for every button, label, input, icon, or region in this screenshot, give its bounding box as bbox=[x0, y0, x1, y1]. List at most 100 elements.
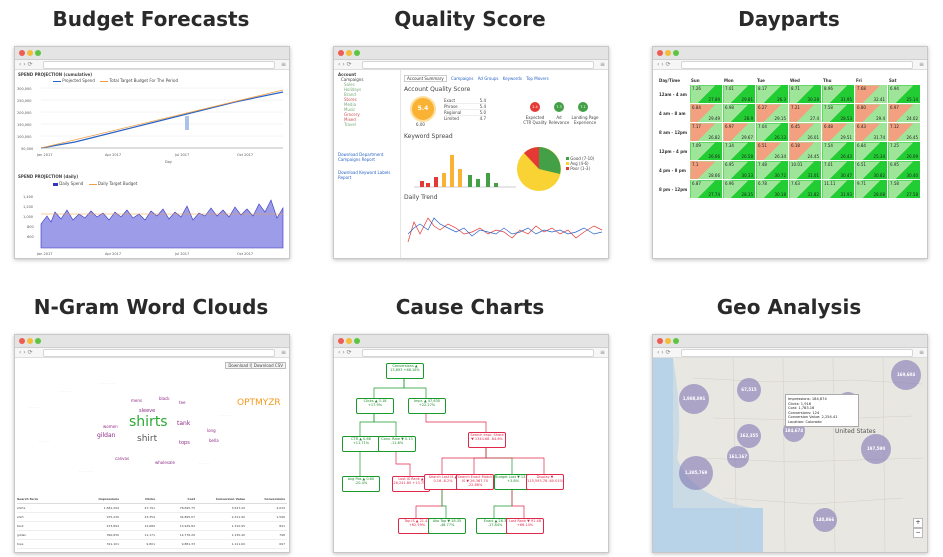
sidebar-item[interactable]: Campaigns bbox=[341, 77, 364, 82]
screenshot-cause[interactable]: ‹ › ⟳ ≡ bbox=[333, 334, 609, 553]
sidebar-item[interactable]: Grocery bbox=[344, 112, 360, 117]
daypart-cell[interactable]: 6.96 28.35 bbox=[722, 179, 756, 199]
zoom-out-button[interactable]: − bbox=[913, 528, 923, 538]
daypart-cell[interactable]: 7.01 30.47 bbox=[821, 160, 855, 180]
screenshot-quality[interactable]: ‹ › ⟳ ≡ Account Campaigns Sales Holidays … bbox=[333, 46, 609, 259]
daypart-cell[interactable]: 6.18 24.45 bbox=[788, 141, 822, 161]
daypart-cell[interactable]: 6.84 25.34 bbox=[854, 141, 888, 161]
daypart-cell[interactable]: 6.95 30.33 bbox=[722, 160, 756, 180]
cause-node[interactable]: Budget Lost ▼ 13.96 +3.8% bbox=[494, 474, 532, 490]
download-link[interactable]: Download Department Campaigns Report bbox=[338, 152, 384, 162]
sidebar-item[interactable]: Sales bbox=[344, 82, 355, 87]
cause-node[interactable]: Search Exact Match IS ▼ 26,367.70 -22.86… bbox=[456, 474, 494, 490]
daypart-cell[interactable]: 6.45 26.01 bbox=[788, 122, 822, 142]
table-row[interactable]: tops 321,101 9,801 9,881.33 1,111.60 697 bbox=[17, 540, 287, 549]
sidebar-item[interactable]: Holidays bbox=[344, 87, 362, 92]
table-row[interactable]: shirts 1,581,294 47,791 78,695.75 3,547.20 4,… bbox=[17, 504, 287, 513]
daypart-cell[interactable]: 6.94 25.14 bbox=[887, 84, 921, 104]
daypart-cell[interactable]: 10.01 31.01 bbox=[788, 160, 822, 180]
tab[interactable]: Ad Groups bbox=[477, 76, 499, 81]
table-header[interactable]: Cost bbox=[187, 497, 195, 501]
daypart-cell[interactable]: 6.84 29.49 bbox=[689, 103, 723, 123]
cause-node[interactable]: Search Impr. Share ▼ 1344.68 -64.6% bbox=[468, 432, 506, 448]
cause-node[interactable]: Abs Top ▼ 18.35 -48.77% bbox=[428, 518, 466, 534]
daypart-cell[interactable]: 6.95 30.40 bbox=[887, 160, 921, 180]
cause-node[interactable]: Avg Pos ▲ 0.60 -20.4% bbox=[342, 476, 380, 492]
cause-node[interactable]: Impr. ▲ 47,630 +22.27% bbox=[408, 398, 446, 414]
daypart-cell[interactable]: 7.26 27.89 bbox=[689, 84, 723, 104]
map-bubble[interactable]: 162,355 bbox=[737, 424, 761, 448]
daypart-cell[interactable]: 7.58 27.58 bbox=[887, 179, 921, 199]
geo-map[interactable]: 67,515 184,674 162,355 197,590 1,988,891… bbox=[653, 358, 927, 552]
screenshot-ngram[interactable]: ‹ › ⟳ ≡ Download Image Download CSV shirt… bbox=[14, 334, 290, 553]
daypart-cell[interactable]: 6.27 29.15 bbox=[755, 103, 789, 123]
daypart-cell[interactable]: 6.78 30.18 bbox=[755, 179, 789, 199]
cause-node[interactable]: Search Lost IS ▲ 0.16 -8.2% bbox=[424, 474, 462, 490]
table-header[interactable]: Clicks bbox=[145, 497, 155, 501]
tab[interactable]: Top Movers bbox=[526, 76, 549, 81]
cause-node[interactable]: Conv. Rate ▼ 0.13 -11.6% bbox=[378, 436, 416, 452]
daypart-cell[interactable]: 8.71 30.28 bbox=[788, 84, 822, 104]
daypart-cell[interactable]: 7.34 26.58 bbox=[722, 141, 756, 161]
cause-node[interactable]: Clicks ▲ 3.18 +17.9% bbox=[356, 398, 394, 414]
daypart-cell[interactable]: 7.58 28.53 bbox=[821, 103, 855, 123]
sidebar-item[interactable]: Travel bbox=[344, 122, 356, 127]
map-bubble[interactable]: 197,590 bbox=[861, 434, 891, 464]
sidebar-item[interactable]: Stores bbox=[344, 97, 357, 102]
tab[interactable]: Campaigns bbox=[451, 76, 474, 81]
daypart-cell[interactable]: 6.98 28.9 bbox=[722, 103, 756, 123]
screenshot-geo[interactable]: ‹ › ⟳ ≡ 67,515 184,674 162,355 197,590 1,… bbox=[652, 334, 928, 553]
map-bubble[interactable]: 161,167 bbox=[727, 446, 749, 468]
sidebar-item[interactable]: Brand bbox=[344, 92, 356, 97]
tab[interactable]: Keywords bbox=[502, 76, 522, 81]
table-header[interactable]: Conversion Value bbox=[215, 497, 245, 501]
daypart-cell[interactable]: 6.48 29.51 bbox=[821, 122, 855, 142]
tab[interactable]: Account Summary bbox=[404, 75, 447, 82]
cause-node[interactable]: Display ▼ 115,593.78 -60.01% bbox=[526, 474, 564, 490]
daypart-cell[interactable]: 11.11 31.93 bbox=[821, 179, 855, 199]
cause-node[interactable]: CTR ▲ 0.66 +11.71% bbox=[342, 436, 380, 452]
daypart-cell[interactable]: 7.68 32.41 bbox=[854, 84, 888, 104]
map-bubble[interactable]: 1,385,769 bbox=[679, 456, 713, 490]
sidebar-item[interactable]: Mixed bbox=[344, 117, 356, 122]
daypart-cell[interactable]: 7.54 26.43 bbox=[821, 141, 855, 161]
map-bubble[interactable]: 169,604 bbox=[891, 360, 921, 390]
daypart-cell[interactable]: 7.12 26.45 bbox=[887, 122, 921, 142]
daypart-cell[interactable]: 6.87 27.74 bbox=[689, 179, 723, 199]
daypart-cell[interactable]: 7.04 26.13 bbox=[755, 122, 789, 142]
cause-node[interactable]: Exact ▲ 26.3 -17.84% bbox=[476, 518, 514, 534]
daypart-cell[interactable]: 6.43 31.74 bbox=[854, 122, 888, 142]
daypart-cell[interactable]: 6.51 26.34 bbox=[755, 141, 789, 161]
table-header[interactable]: Conversions bbox=[264, 497, 285, 501]
daypart-cell[interactable]: 6.97 24.02 bbox=[887, 103, 921, 123]
cause-node[interactable]: Lost Rank ▼ 91.48 +66.14% bbox=[506, 518, 544, 534]
sidebar-item[interactable]: Account bbox=[338, 72, 357, 77]
daypart-cell[interactable]: 8.96 31.95 bbox=[821, 84, 855, 104]
table-header[interactable]: Search Term bbox=[17, 497, 38, 501]
map-bubble[interactable]: 140,866 bbox=[813, 508, 837, 532]
daypart-cell[interactable]: 6.97 29.67 bbox=[722, 122, 756, 142]
sidebar-item[interactable]: Media bbox=[344, 102, 357, 107]
screenshot-budget[interactable]: ‹ › ⟳ ≡ SPEND PROJECTION (cumulative) Pro… bbox=[14, 46, 290, 259]
daypart-cell[interactable]: 7.09 26.66 bbox=[689, 141, 723, 161]
daypart-cell[interactable]: 7.21 27.4 bbox=[788, 103, 822, 123]
daypart-cell[interactable]: 7.17 26.82 bbox=[689, 122, 723, 142]
download-csv-button[interactable]: Download CSV bbox=[250, 362, 286, 369]
map-bubble[interactable]: 67,515 bbox=[737, 378, 761, 402]
daypart-cell[interactable]: 7.25 26.09 bbox=[887, 141, 921, 161]
map-bubble[interactable]: 1,988,891 bbox=[679, 384, 709, 414]
table-header[interactable]: Impressions bbox=[98, 497, 120, 501]
daypart-cell[interactable]: 7.01 29.81 bbox=[722, 84, 756, 104]
sidebar-item[interactable]: Music bbox=[344, 107, 356, 112]
daypart-cell[interactable]: 9.71 28.08 bbox=[854, 179, 888, 199]
screenshot-dayparts[interactable]: ‹ › ⟳ ≡ Day/Time Sun Mon Tue Wed Thu Fri … bbox=[652, 46, 928, 259]
daypart-cell[interactable]: 6.51 30.82 bbox=[854, 160, 888, 180]
table-row[interactable]: tank 473,894 12,689 13,929.84 1,310.95 841 bbox=[17, 522, 287, 531]
zoom-in-button[interactable]: + bbox=[913, 518, 923, 528]
table-row[interactable]: shirt 975,230 23,354 34,895.07 2,311.90 1,596 bbox=[17, 513, 287, 522]
table-row[interactable]: gildan 390,830 11,171 14,776.26 1,130.40 798 bbox=[17, 531, 287, 540]
cause-node[interactable]: Conversions ▲ 13,893 +68.16% bbox=[386, 363, 424, 379]
daypart-cell[interactable]: 7.63 31.82 bbox=[788, 179, 822, 199]
daypart-cell[interactable]: 8.17 26.3 bbox=[755, 84, 789, 104]
download-link[interactable]: Download Keyword Labels Report bbox=[338, 170, 391, 180]
